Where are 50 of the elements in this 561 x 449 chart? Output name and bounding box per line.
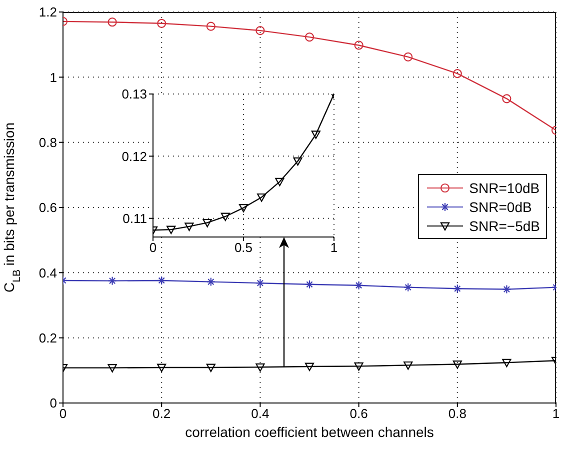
y-tick-label: 1 bbox=[50, 70, 57, 85]
point bbox=[238, 204, 248, 212]
point bbox=[206, 364, 216, 372]
point bbox=[157, 18, 166, 28]
point bbox=[311, 130, 320, 139]
point bbox=[304, 362, 314, 372]
y-tick-label: 0.13 bbox=[122, 86, 147, 102]
x-tick-label: 0.2 bbox=[152, 406, 171, 422]
point bbox=[304, 32, 314, 42]
point bbox=[157, 364, 166, 372]
point bbox=[206, 22, 216, 31]
y-tick-label: 0.4 bbox=[38, 265, 57, 280]
point bbox=[256, 26, 265, 36]
x-tick-label: 0 bbox=[149, 240, 157, 256]
y-tick-label: 0.6 bbox=[38, 200, 57, 216]
point bbox=[202, 218, 212, 228]
x-axis-title: correlation coefficient between channels bbox=[185, 424, 434, 440]
x-tick-label: 1 bbox=[330, 240, 338, 256]
y-tick-label: 0.2 bbox=[38, 330, 57, 346]
point bbox=[220, 212, 230, 222]
x-tick-label: 0.8 bbox=[448, 406, 466, 422]
point bbox=[404, 52, 413, 62]
legend-label: SNR=10dB bbox=[469, 180, 540, 196]
point bbox=[293, 157, 302, 166]
point bbox=[452, 360, 462, 369]
point bbox=[108, 18, 117, 27]
point bbox=[108, 364, 117, 372]
point bbox=[502, 358, 512, 368]
point bbox=[354, 40, 364, 50]
point bbox=[275, 178, 284, 186]
point bbox=[502, 94, 512, 104]
y-tick-label: 1.2 bbox=[38, 4, 57, 20]
point bbox=[257, 193, 266, 202]
y-tick-label: 0.8 bbox=[38, 134, 57, 150]
y-tick-label: 0.12 bbox=[122, 148, 147, 164]
x-tick-label: 1 bbox=[552, 406, 560, 422]
x-tick-label: 0.4 bbox=[251, 406, 270, 422]
x-tick-label: 0 bbox=[59, 406, 67, 422]
legend-label: SNR=−5dB bbox=[469, 218, 540, 234]
x-tick-label: 0.6 bbox=[350, 406, 368, 422]
y-tick-label: 0 bbox=[50, 396, 57, 411]
x-tick-label: 0.5 bbox=[234, 240, 253, 256]
point bbox=[184, 222, 194, 231]
legend-label: SNR=0dB bbox=[469, 198, 532, 214]
y-tick-label: 0.11 bbox=[122, 210, 147, 226]
point bbox=[452, 69, 462, 78]
point bbox=[404, 361, 413, 370]
point bbox=[166, 226, 176, 234]
point bbox=[256, 363, 265, 372]
point bbox=[354, 362, 364, 371]
